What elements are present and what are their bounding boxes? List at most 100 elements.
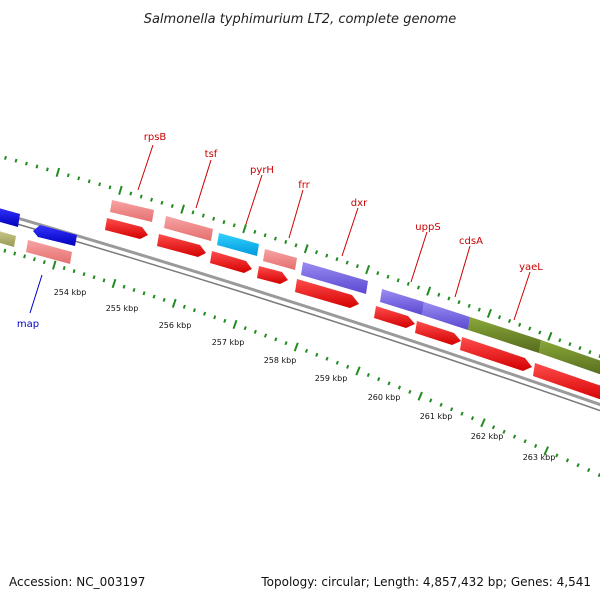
tick-mark (222, 220, 226, 225)
kbp-label: 255 kbp (106, 304, 139, 313)
kbp-label: 261 kbp (420, 412, 453, 421)
tick-mark (304, 348, 309, 353)
tick-mark (213, 315, 217, 320)
tick-mark (365, 264, 371, 275)
tick-mark (25, 161, 28, 166)
tick-mark (376, 271, 380, 276)
tick-mark (82, 272, 86, 277)
gene-feature (263, 249, 297, 270)
tick-mark (122, 284, 126, 289)
tick-mark (182, 304, 186, 309)
tick-mark (325, 356, 329, 361)
tick-mark (355, 366, 361, 376)
tick-mark (578, 346, 582, 351)
kbp-label: 260 kbp (368, 393, 401, 402)
tick-mark (242, 223, 247, 234)
gene-label-frr: frr (298, 180, 310, 191)
gene-label-map: map (17, 319, 39, 330)
tick-mark (502, 429, 506, 434)
tick-mark (243, 326, 247, 331)
kbp-label: 259 kbp (315, 374, 348, 383)
tick-mark (429, 398, 433, 403)
gene-features (0, 200, 600, 400)
gene-feature (380, 289, 424, 315)
tick-mark (171, 298, 177, 308)
tick-mark (87, 179, 91, 184)
tick-mark (35, 164, 39, 169)
gene-feature (468, 317, 541, 353)
tick-mark (480, 418, 486, 428)
gene-feature (533, 363, 600, 400)
tick-mark (3, 248, 7, 253)
tick-mark (507, 318, 512, 324)
gene-feature (415, 321, 461, 345)
inner-tick-ring (3, 248, 600, 478)
tick-mark (108, 185, 112, 190)
gene-label-rpsB: rpsB (144, 132, 167, 143)
tick-mark (447, 296, 451, 301)
tick-mark (293, 342, 299, 352)
tick-mark (303, 244, 309, 254)
tick-mark (486, 308, 492, 318)
tick-mark (377, 377, 381, 382)
tick-mark (139, 194, 143, 199)
map-title: Salmonella typhimurium LT2, complete gen… (144, 12, 457, 27)
gene-feature (110, 200, 154, 222)
kbp-label: 254 kbp (54, 288, 87, 297)
tick-mark (201, 213, 205, 218)
tick-mark (152, 294, 156, 299)
tick-mark (66, 173, 70, 178)
gene-feature (26, 240, 72, 264)
tick-mark (180, 204, 185, 214)
tick-mark (129, 191, 133, 196)
tick-mark (14, 158, 18, 163)
gene-feature (295, 279, 359, 308)
genome-backbone (0, 211, 600, 412)
tick-mark (406, 281, 410, 286)
gene-feature (0, 231, 16, 247)
tick-mark (314, 250, 319, 255)
accession-text: Accession: NC_003197 (9, 575, 145, 589)
tick-mark (547, 331, 553, 341)
tick-mark (13, 251, 17, 256)
tick-mark (460, 411, 464, 416)
tick-mark (355, 264, 359, 269)
kbp-label: 257 kbp (212, 338, 245, 347)
gene-label-yaeL: yaeL (519, 262, 543, 273)
gene-feature (105, 218, 148, 239)
gene-label-uppS: uppS (415, 222, 440, 233)
tick-mark (477, 307, 481, 312)
gene-feature (257, 266, 288, 284)
tick-mark (253, 229, 257, 234)
tick-mark (555, 453, 559, 458)
tick-mark (160, 200, 164, 205)
tick-mark (150, 197, 154, 202)
kbp-scale-labels: 254 kbp 255 kbp 256 kbp 257 kbp 258 kbp … (54, 288, 556, 462)
tick-mark (325, 253, 329, 258)
tick-mark (470, 416, 475, 421)
tick-mark (558, 338, 562, 343)
label-leader-lines (29, 144, 531, 321)
tick-mark (386, 274, 390, 279)
tick-mark (191, 210, 195, 215)
tick-mark (162, 297, 166, 302)
tick-mark (449, 407, 454, 412)
gene-feature (539, 340, 600, 375)
kbp-label: 262 kbp (471, 432, 504, 441)
tick-mark (55, 167, 61, 177)
tick-mark (118, 185, 123, 195)
tick-mark (533, 443, 538, 449)
gene-labels: rpsB tsf pyrH frr dxr uppS cdsA yaeL map (17, 132, 543, 330)
tick-mark (62, 266, 66, 271)
tick-mark (32, 257, 36, 262)
gene-feature (422, 302, 470, 330)
tick-mark (212, 216, 216, 221)
gene-label-tsf: tsf (205, 149, 218, 160)
tick-mark (528, 326, 532, 331)
tick-mark (315, 352, 319, 357)
tick-mark (72, 269, 76, 274)
tick-mark (439, 402, 443, 407)
gene-feature (0, 208, 20, 227)
